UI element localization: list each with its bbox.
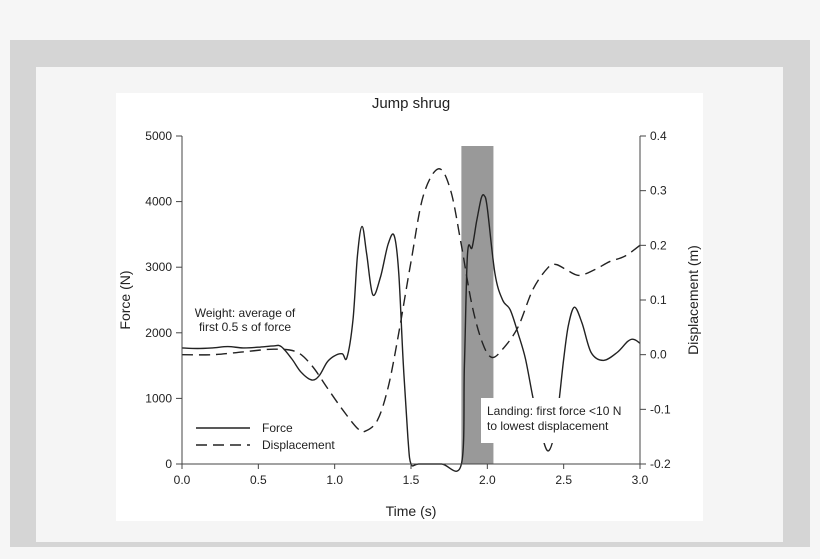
y-tick-label: 4000: [145, 195, 172, 209]
x-tick-label: 0.0: [174, 473, 191, 487]
y2-tick-label: -0.2: [650, 457, 671, 471]
x-tick-label: 2.5: [555, 473, 572, 487]
landing-annotation: to lowest displacement: [487, 419, 609, 433]
y2-axis-label: Displacement (m): [685, 245, 701, 355]
y-tick-label: 1000: [145, 391, 172, 405]
y-tick-label: 3000: [145, 260, 172, 274]
y2-tick-label: 0.2: [650, 238, 667, 252]
x-tick-label: 1.5: [403, 473, 420, 487]
weight-annotation-bg: [186, 303, 306, 335]
x-tick-label: 3.0: [632, 473, 649, 487]
y-axis-label: Force (N): [117, 270, 133, 329]
weight-annotation: first 0.5 s of force: [199, 320, 291, 334]
landing-annotation: Landing: first force <10 N: [487, 404, 621, 418]
y-tick-label: 0: [165, 457, 172, 471]
y2-tick-label: 0.1: [650, 293, 667, 307]
y-tick-label: 5000: [145, 129, 172, 143]
x-tick-label: 2.0: [479, 473, 496, 487]
y2-tick-label: 0.3: [650, 184, 667, 198]
x-axis-label: Time (s): [386, 503, 437, 519]
x-tick-label: 0.5: [250, 473, 267, 487]
y2-tick-label: -0.1: [650, 402, 671, 416]
displacement-line: [181, 168, 641, 433]
legend-label: Force: [262, 421, 293, 435]
legend: Force Displacement: [196, 421, 335, 452]
y2-tick-label: 0.0: [650, 348, 667, 362]
legend-label: Displacement: [262, 438, 335, 452]
axes: 0.0 0.5 1.0 1.5 2.0 2.5 3.0 0 1000 2000 3000 4000 50…: [145, 129, 671, 487]
y-tick-label: 2000: [145, 326, 172, 340]
landing-annotation-bg: [481, 398, 635, 443]
chart-title: Jump shrug: [372, 95, 450, 112]
x-tick-label: 1.0: [326, 473, 343, 487]
y2-tick-label: 0.4: [650, 129, 667, 143]
weight-annotation: Weight: average of: [195, 306, 296, 320]
